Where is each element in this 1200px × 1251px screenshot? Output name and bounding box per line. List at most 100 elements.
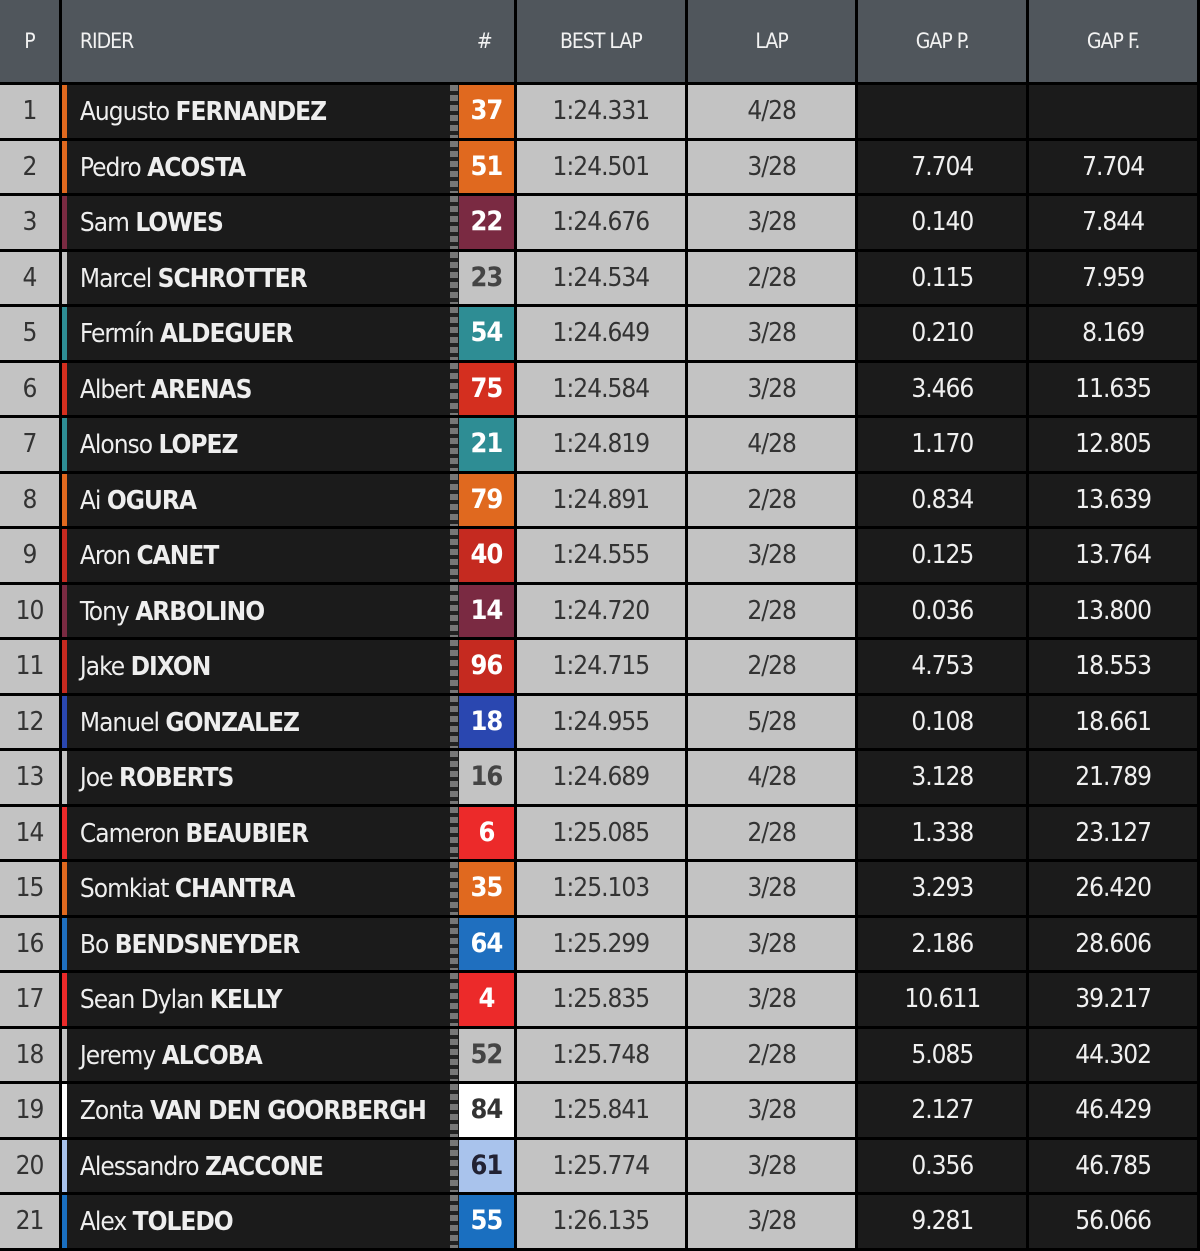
rider-first-name: Zonta xyxy=(79,1096,145,1126)
checker-strip xyxy=(449,1195,458,1248)
table-row[interactable]: 18 Jeremy ALCOBA 52 1:25.748 2/28 5.085 4… xyxy=(0,1028,1197,1081)
rider-cell[interactable]: Alessandro ZACCONE 61 xyxy=(61,1139,514,1192)
lap: 3/28 xyxy=(687,307,856,360)
table-row[interactable]: 9 Aron CANET 40 1:24.555 3/28 0.125 13.76… xyxy=(0,529,1197,582)
best-lap: 1:25.841 xyxy=(516,1084,685,1137)
header-best-lap[interactable]: BEST LAP xyxy=(516,0,685,82)
rider-cell[interactable]: Cameron BEAUBIER 6 xyxy=(61,806,514,859)
rider-cell[interactable]: Sam LOWES 22 xyxy=(61,196,514,249)
table-row[interactable]: 14 Cameron BEAUBIER 6 1:25.085 2/28 1.338… xyxy=(0,806,1197,859)
gap-first: 18.661 xyxy=(1029,695,1197,748)
rider-last-name: ZACCONE xyxy=(204,1151,324,1182)
checker-strip xyxy=(449,695,458,748)
table-row[interactable]: 8 Ai OGURA 79 1:24.891 2/28 0.834 13.639 xyxy=(0,473,1197,526)
rider-last-name: CHANTRA xyxy=(174,874,295,904)
position: 13 xyxy=(0,751,59,804)
header-rider[interactable]: RIDER # xyxy=(61,0,514,82)
gap-first: 12.805 xyxy=(1029,418,1197,471)
gap-first: 13.800 xyxy=(1029,584,1197,637)
team-color-stripe xyxy=(61,1195,67,1248)
table-row[interactable]: 17 Sean Dylan KELLY 4 1:25.835 3/28 10.61… xyxy=(0,973,1197,1026)
table-row[interactable]: 1 Augusto FERNANDEZ 37 1:24.331 4/28 xyxy=(0,85,1197,138)
rider-first-name: Alex xyxy=(79,1207,127,1237)
lap: 4/28 xyxy=(687,85,856,138)
gap-previous xyxy=(858,85,1027,138)
rider-first-name: Alessandro xyxy=(79,1151,200,1182)
table-row[interactable]: 11 Jake DIXON 96 1:24.715 2/28 4.753 18.5… xyxy=(0,640,1197,693)
rider-cell[interactable]: Jake DIXON 96 xyxy=(61,640,514,693)
rider-first-name: Tony xyxy=(79,596,130,627)
rider-cell[interactable]: Albert ARENAS 75 xyxy=(61,362,514,415)
rider-cell[interactable]: Aron CANET 40 xyxy=(61,529,514,582)
table-row[interactable]: 3 Sam LOWES 22 1:24.676 3/28 0.140 7.844 xyxy=(0,196,1197,249)
table-row[interactable]: 20 Alessandro ZACCONE 61 1:25.774 3/28 0.… xyxy=(0,1139,1197,1192)
rider-last-name: LOPEZ xyxy=(158,430,238,460)
rider-cell[interactable]: Pedro ACOSTA 51 xyxy=(61,140,514,193)
gap-first: 56.066 xyxy=(1029,1195,1197,1248)
rider-cell[interactable]: Marcel SCHROTTER 23 xyxy=(61,251,514,304)
lap: 2/28 xyxy=(687,640,856,693)
header-gap-first[interactable]: GAP F. xyxy=(1029,0,1197,82)
rider-cell[interactable]: Manuel GONZALEZ 18 xyxy=(61,695,514,748)
table-row[interactable]: 12 Manuel GONZALEZ 18 1:24.955 5/28 0.108… xyxy=(0,695,1197,748)
rider-first-name: Somkiat xyxy=(79,874,169,904)
best-lap: 1:25.748 xyxy=(516,1028,685,1081)
lap: 2/28 xyxy=(687,251,856,304)
table-row[interactable]: 13 Joe ROBERTS 16 1:24.689 4/28 3.128 21.… xyxy=(0,751,1197,804)
gap-first: 26.420 xyxy=(1029,862,1197,915)
rider-first-name: Jake xyxy=(79,652,125,682)
position: 2 xyxy=(0,140,59,193)
rider-number-badge: 79 xyxy=(458,473,514,526)
best-lap: 1:24.955 xyxy=(516,695,685,748)
rider-first-name: Sean Dylan xyxy=(79,985,204,1015)
header-position[interactable]: P xyxy=(0,0,59,82)
rider-cell[interactable]: Sean Dylan KELLY 4 xyxy=(61,973,514,1026)
rider-cell[interactable]: Joe ROBERTS 16 xyxy=(61,751,514,804)
team-color-stripe xyxy=(61,418,67,471)
rider-cell[interactable]: Alex TOLEDO 55 xyxy=(61,1195,514,1248)
rider-cell[interactable]: Augusto FERNANDEZ 37 xyxy=(61,85,514,138)
header-gap-previous[interactable]: GAP P. xyxy=(858,0,1027,82)
table-row[interactable]: 5 Fermín ALDEGUER 54 1:24.649 3/28 0.210 … xyxy=(0,307,1197,360)
table-row[interactable]: 16 Bo BENDSNEYDER 64 1:25.299 3/28 2.186 … xyxy=(0,917,1197,970)
rider-cell[interactable]: Bo BENDSNEYDER 64 xyxy=(61,917,514,970)
rider-name: Somkiat CHANTRA xyxy=(79,874,295,904)
table-row[interactable]: 4 Marcel SCHROTTER 23 1:24.534 2/28 0.115… xyxy=(0,251,1197,304)
rider-last-name: OGURA xyxy=(106,485,197,516)
rider-name: Alonso LOPEZ xyxy=(80,430,239,460)
best-lap: 1:24.649 xyxy=(516,307,685,360)
best-lap: 1:24.689 xyxy=(516,751,685,804)
team-color-stripe xyxy=(61,473,67,526)
position: 8 xyxy=(0,473,59,526)
lap: 3/28 xyxy=(687,1195,856,1248)
rider-cell[interactable]: Jeremy ALCOBA 52 xyxy=(61,1028,514,1081)
table-row[interactable]: 21 Alex TOLEDO 55 1:26.135 3/28 9.281 56.… xyxy=(0,1195,1197,1248)
rider-name: Manuel GONZALEZ xyxy=(80,708,300,738)
gap-previous: 0.036 xyxy=(858,584,1027,637)
table-row[interactable]: 6 Albert ARENAS 75 1:24.584 3/28 3.466 11… xyxy=(0,362,1197,415)
position: 11 xyxy=(0,640,59,693)
table-row[interactable]: 7 Alonso LOPEZ 21 1:24.819 4/28 1.170 12.… xyxy=(0,418,1197,471)
rider-cell[interactable]: Fermín ALDEGUER 54 xyxy=(61,307,514,360)
rider-cell[interactable]: Tony ARBOLINO 14 xyxy=(61,584,514,637)
rider-number-badge: 61 xyxy=(458,1139,514,1192)
rider-cell[interactable]: Zonta VAN DEN GOORBERGH 84 xyxy=(61,1084,514,1137)
gap-first: 7.844 xyxy=(1029,196,1197,249)
rider-number-badge: 52 xyxy=(458,1028,514,1081)
rider-cell[interactable]: Somkiat CHANTRA 35 xyxy=(61,862,514,915)
checker-strip xyxy=(449,251,458,304)
rider-number-badge: 16 xyxy=(458,751,514,804)
table-row[interactable]: 2 Pedro ACOSTA 51 1:24.501 3/28 7.704 7.7… xyxy=(0,140,1197,193)
table-row[interactable]: 10 Tony ARBOLINO 14 1:24.720 2/28 0.036 1… xyxy=(0,584,1197,637)
rider-cell[interactable]: Ai OGURA 79 xyxy=(61,473,514,526)
team-color-stripe xyxy=(61,140,67,193)
header-lap[interactable]: LAP xyxy=(687,0,856,82)
checker-strip xyxy=(449,196,458,249)
gap-first: 18.553 xyxy=(1029,640,1197,693)
rider-cell[interactable]: Alonso LOPEZ 21 xyxy=(61,418,514,471)
table-row[interactable]: 19 Zonta VAN DEN GOORBERGH 84 1:25.841 3/… xyxy=(0,1084,1197,1137)
position: 20 xyxy=(0,1139,59,1192)
rider-number-badge: 22 xyxy=(458,196,514,249)
table-row[interactable]: 15 Somkiat CHANTRA 35 1:25.103 3/28 3.293… xyxy=(0,862,1197,915)
